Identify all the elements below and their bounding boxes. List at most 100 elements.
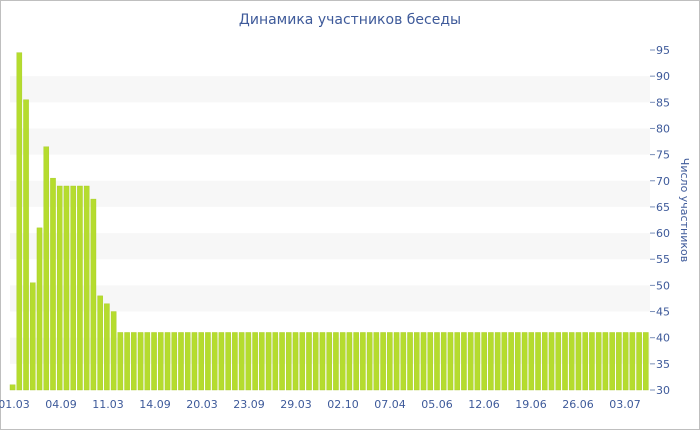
bar[interactable]	[629, 332, 636, 391]
bar[interactable]	[286, 332, 292, 391]
bar[interactable]	[265, 332, 272, 391]
bar[interactable]	[83, 185, 90, 391]
bar[interactable]	[198, 332, 204, 391]
y-tick-label: 85	[656, 96, 670, 109]
bar[interactable]	[467, 332, 474, 391]
bar[interactable]	[97, 295, 103, 391]
bar[interactable]	[43, 146, 50, 391]
bar[interactable]	[387, 332, 393, 391]
bar[interactable]	[643, 332, 649, 391]
bar[interactable]	[427, 332, 434, 391]
bar[interactable]	[407, 332, 413, 391]
bar[interactable]	[339, 332, 346, 391]
bar[interactable]	[151, 332, 157, 391]
bar[interactable]	[312, 332, 319, 391]
bar[interactable]	[56, 185, 63, 391]
bar[interactable]	[9, 384, 16, 391]
bar[interactable]	[353, 332, 359, 391]
bar[interactable]	[575, 332, 582, 391]
bar[interactable]	[171, 332, 178, 391]
bar[interactable]	[245, 332, 252, 391]
bar[interactable]	[218, 332, 225, 391]
bar[interactable]	[211, 332, 218, 391]
bar[interactable]	[333, 332, 339, 391]
bar[interactable]	[178, 332, 184, 391]
bar[interactable]	[366, 332, 373, 391]
x-tick-label: 03.07	[609, 398, 641, 411]
bar[interactable]	[393, 332, 400, 391]
bar[interactable]	[562, 332, 568, 391]
bar[interactable]	[184, 332, 191, 391]
bar[interactable]	[373, 332, 380, 391]
bar[interactable]	[259, 332, 265, 391]
bar[interactable]	[90, 198, 97, 391]
bar[interactable]	[104, 303, 110, 391]
bar[interactable]	[589, 332, 595, 391]
bar[interactable]	[568, 332, 575, 391]
bar[interactable]	[225, 332, 231, 391]
bar[interactable]	[164, 332, 171, 391]
bar[interactable]	[609, 332, 615, 391]
bar[interactable]	[440, 332, 447, 391]
bar[interactable]	[70, 185, 76, 391]
bar[interactable]	[521, 332, 528, 391]
bar[interactable]	[548, 332, 555, 391]
bar[interactable]	[501, 332, 508, 391]
bar[interactable]	[346, 332, 353, 391]
bar[interactable]	[474, 332, 481, 391]
bar[interactable]	[252, 332, 258, 391]
bar[interactable]	[447, 332, 454, 391]
bar[interactable]	[454, 332, 460, 391]
bar[interactable]	[602, 332, 609, 391]
bar[interactable]	[50, 177, 56, 391]
bar[interactable]	[124, 332, 130, 391]
bar[interactable]	[144, 332, 151, 391]
bar[interactable]	[515, 332, 521, 391]
bar[interactable]	[595, 332, 602, 391]
bar[interactable]	[23, 99, 29, 391]
bar[interactable]	[400, 332, 407, 391]
bar[interactable]	[528, 332, 535, 391]
bar[interactable]	[117, 332, 124, 391]
bar[interactable]	[414, 332, 420, 391]
bar[interactable]	[461, 332, 467, 391]
bar[interactable]	[481, 332, 487, 391]
bar[interactable]	[279, 332, 285, 391]
bar[interactable]	[434, 332, 440, 391]
bar[interactable]	[36, 227, 43, 391]
bar[interactable]	[508, 332, 514, 391]
bar[interactable]	[158, 332, 164, 391]
bar[interactable]	[555, 332, 562, 391]
bar[interactable]	[360, 332, 366, 391]
x-tick-label: 14.09	[139, 398, 171, 411]
bar[interactable]	[110, 311, 117, 391]
bar[interactable]	[326, 332, 332, 391]
bar[interactable]	[535, 332, 541, 391]
bar[interactable]	[30, 282, 36, 391]
bar[interactable]	[622, 332, 629, 391]
y-axis-title: Число участников	[678, 158, 691, 262]
bar[interactable]	[420, 332, 427, 391]
bar[interactable]	[299, 332, 306, 391]
bar[interactable]	[232, 332, 238, 391]
bar[interactable]	[616, 332, 622, 391]
bar[interactable]	[319, 332, 326, 391]
bar[interactable]	[494, 332, 501, 391]
bar[interactable]	[77, 185, 83, 391]
bar[interactable]	[131, 332, 137, 391]
bar[interactable]	[292, 332, 299, 391]
bar[interactable]	[191, 332, 198, 391]
bar[interactable]	[380, 332, 386, 391]
bar[interactable]	[63, 185, 70, 391]
bar[interactable]	[636, 332, 642, 391]
bar[interactable]	[238, 332, 245, 391]
bar[interactable]	[488, 332, 494, 391]
bar[interactable]	[272, 332, 279, 391]
bar[interactable]	[205, 332, 211, 391]
bar[interactable]	[16, 52, 23, 391]
bar[interactable]	[306, 332, 312, 391]
bar[interactable]	[137, 332, 144, 391]
bar[interactable]	[542, 332, 548, 391]
x-tick-label: 12.06	[468, 398, 500, 411]
bar[interactable]	[582, 332, 588, 391]
